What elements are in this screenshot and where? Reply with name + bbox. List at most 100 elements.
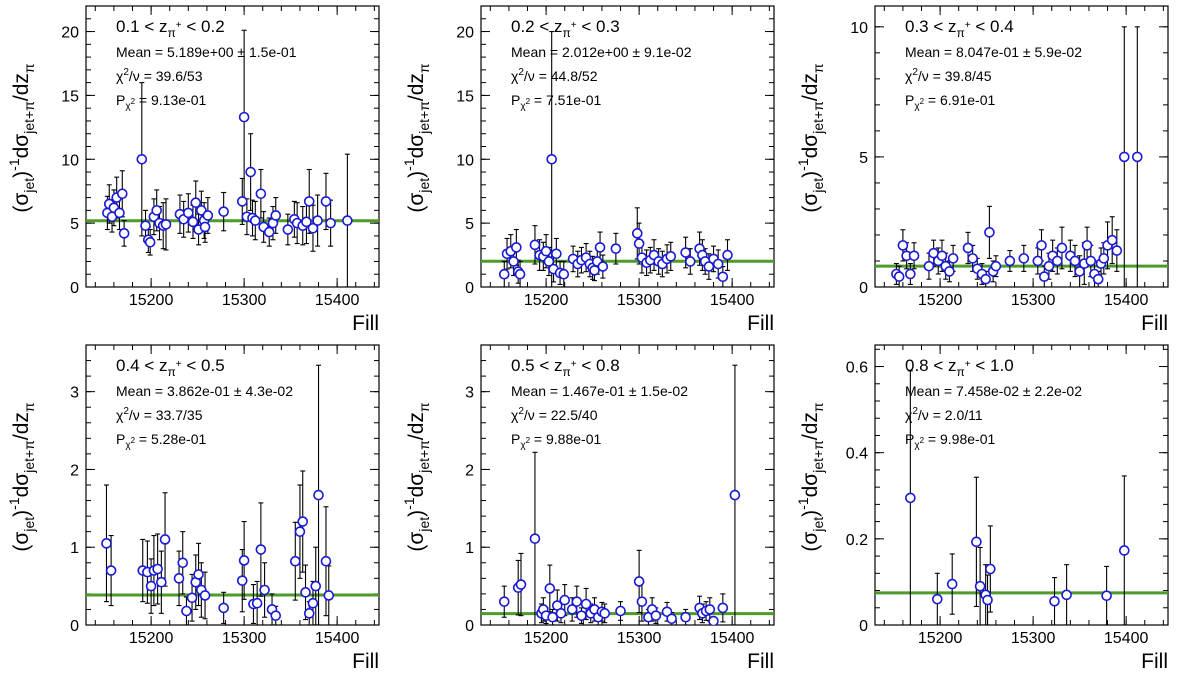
data-point bbox=[181, 605, 192, 617]
data-point bbox=[251, 597, 263, 609]
data-point bbox=[312, 215, 323, 226]
data-point bbox=[282, 224, 294, 235]
data-point bbox=[105, 565, 117, 576]
data-point bbox=[936, 250, 948, 262]
data-layer bbox=[481, 364, 774, 625]
data-point bbox=[259, 584, 270, 596]
data-point bbox=[1004, 255, 1016, 267]
data-point bbox=[684, 256, 696, 267]
y-tick-label: 15 bbox=[456, 88, 474, 105]
data-point bbox=[116, 188, 128, 200]
data-point bbox=[615, 605, 626, 617]
y-tick-label: 5 bbox=[465, 216, 474, 233]
data-point bbox=[238, 111, 250, 123]
data-point bbox=[544, 583, 556, 594]
data-point bbox=[1118, 151, 1130, 163]
data-point bbox=[962, 242, 974, 254]
x-tick-label: 15300 bbox=[222, 292, 267, 309]
data-point bbox=[665, 251, 677, 262]
panel-title: 0.1 < zπ+ < 0.2 bbox=[116, 17, 225, 40]
y-tick-label: 0.2 bbox=[846, 532, 868, 549]
data-point bbox=[576, 610, 587, 621]
data-point bbox=[717, 271, 729, 283]
stat-chi2: χ2/ν = 44.8/52 bbox=[511, 67, 598, 84]
data-point bbox=[932, 593, 943, 605]
data-point bbox=[114, 207, 125, 219]
data-point bbox=[136, 153, 148, 165]
data-point bbox=[1132, 151, 1143, 163]
data-point bbox=[325, 217, 336, 229]
data-point bbox=[236, 575, 248, 586]
data-point bbox=[199, 590, 211, 601]
stat-p: Pχ2 = 9.88e-01 bbox=[511, 431, 601, 451]
data-point bbox=[173, 573, 185, 584]
data-point bbox=[1098, 253, 1110, 264]
data-layer bbox=[86, 29, 379, 287]
data-point bbox=[559, 594, 571, 606]
panel-title: 0.4 < zπ+ < 0.5 bbox=[116, 356, 225, 379]
panel-5: 0 1 2 3 15200 15300 15400 Fill (σjet)-1dσjet+π/d… bbox=[401, 344, 775, 673]
data-point bbox=[712, 258, 724, 270]
data-point bbox=[946, 578, 958, 590]
data-point bbox=[1032, 255, 1044, 267]
data-point bbox=[708, 615, 719, 625]
data-point bbox=[187, 216, 199, 228]
y-tick-label: 0 bbox=[465, 280, 474, 297]
plot-frame bbox=[874, 344, 1169, 626]
x-tick-label: 15400 bbox=[710, 630, 755, 647]
data-point bbox=[218, 602, 229, 614]
data-point bbox=[551, 248, 562, 260]
y-axis-title: (σjet)-1dσjet+π/dzπ bbox=[6, 63, 37, 213]
data-point bbox=[571, 596, 583, 607]
x-tick-label: 15400 bbox=[315, 292, 360, 309]
plot-frame bbox=[874, 5, 1169, 288]
y-tick-label: 2 bbox=[465, 462, 474, 479]
y-tick-label: 0 bbox=[465, 618, 474, 635]
data-layer bbox=[875, 370, 1168, 625]
data-point bbox=[303, 196, 315, 207]
data-point bbox=[1081, 240, 1093, 251]
stat-mean: Mean = 2.012e+00 ± 9.1e-02 bbox=[511, 44, 692, 60]
data-point bbox=[722, 249, 733, 261]
panel-6: 0 0.2 0.4 0.6 15200 15300 15400 Fill (σjet)-1dσj… bbox=[795, 344, 1169, 673]
data-point bbox=[636, 596, 648, 607]
data-point bbox=[144, 236, 156, 248]
stat-chi2: χ2/ν = 2.0/11 bbox=[905, 406, 983, 423]
panel-4: 0 1 2 3 15200 15300 15400 Fill (σjet)-1dσjet+π/d… bbox=[6, 344, 380, 673]
y-tick-label: 3 bbox=[465, 385, 474, 402]
panel-1: 0 5 10 15 20 15200 15300 15400 Fill (σjet)-1dσjet… bbox=[6, 5, 380, 335]
x-tick-label: 15400 bbox=[315, 630, 360, 647]
data-point bbox=[610, 243, 622, 254]
data-point bbox=[1049, 596, 1060, 607]
data-point bbox=[1092, 273, 1104, 285]
data-point bbox=[152, 563, 163, 575]
data-point bbox=[1085, 255, 1097, 267]
data-point bbox=[717, 602, 729, 614]
data-point bbox=[974, 580, 986, 592]
data-point bbox=[1118, 545, 1130, 556]
data-point bbox=[1043, 260, 1055, 272]
stat-chi2: χ2/ν = 39.6/53 bbox=[116, 67, 203, 84]
stat-mean: Mean = 7.458e-02 ± 2.2e-02 bbox=[905, 383, 1082, 399]
data-point bbox=[159, 534, 171, 545]
x-tick-label: 15400 bbox=[710, 292, 755, 309]
y-axis-title: (σjet)-1dσjet+π/dzπ bbox=[795, 402, 826, 552]
data-point bbox=[631, 228, 643, 239]
stat-mean: Mean = 1.467e-01 ± 1.5e-02 bbox=[511, 383, 688, 399]
data-point bbox=[1106, 234, 1118, 246]
stat-chi2: χ2/ν = 22.5/40 bbox=[511, 406, 598, 423]
data-point bbox=[905, 492, 916, 504]
stat-mean: Mean = 5.189e+00 ± 1.5e-01 bbox=[116, 44, 297, 60]
y-tick-label: 5 bbox=[70, 216, 79, 233]
data-point bbox=[249, 215, 261, 226]
x-axis-title: Fill bbox=[1141, 312, 1168, 335]
y-tick-label: 10 bbox=[850, 20, 868, 37]
x-tick-label: 15200 bbox=[524, 292, 569, 309]
y-tick-label: 1 bbox=[70, 540, 79, 557]
data-point bbox=[580, 598, 592, 610]
data-point bbox=[1061, 589, 1072, 601]
data-point bbox=[967, 253, 978, 264]
x-axis-title: Fill bbox=[352, 312, 379, 335]
data-point bbox=[297, 516, 309, 527]
